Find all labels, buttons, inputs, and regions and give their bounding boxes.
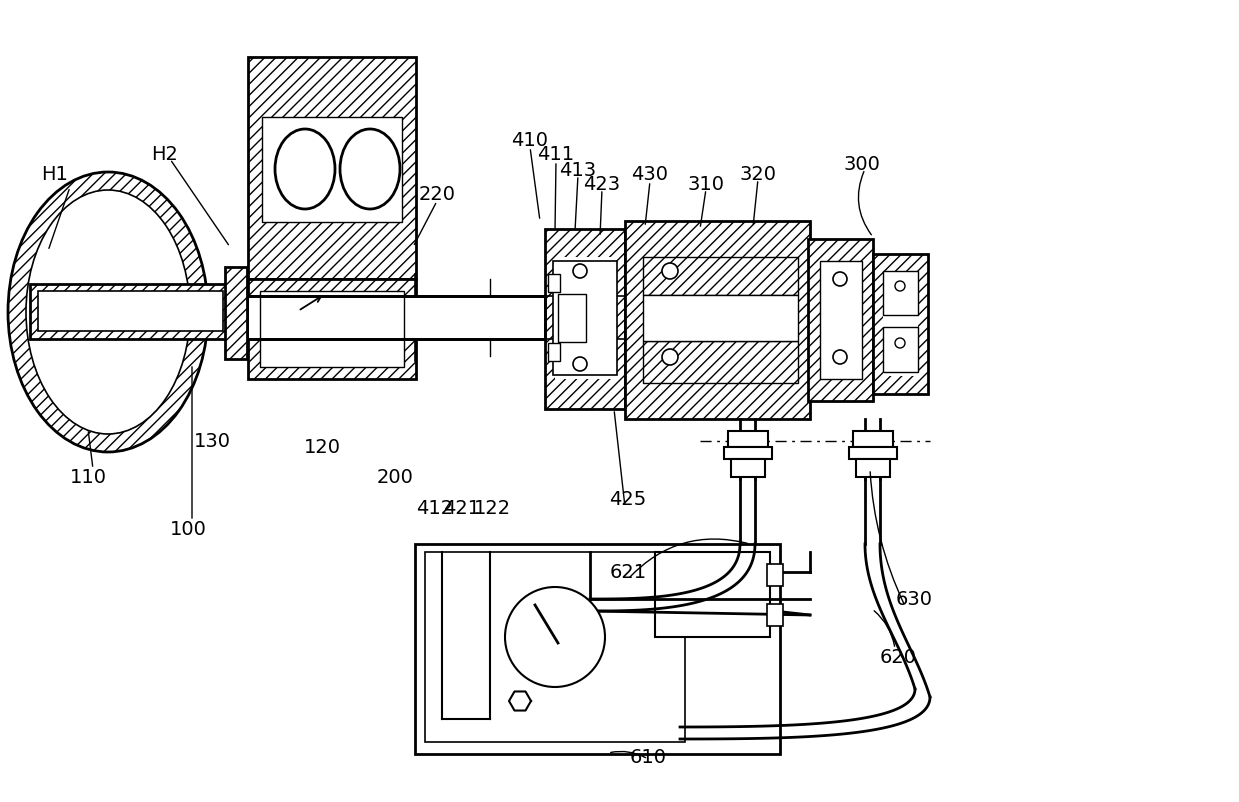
Bar — [820, 261, 862, 379]
Bar — [553, 261, 617, 375]
Ellipse shape — [275, 130, 335, 210]
Bar — [883, 272, 918, 376]
Text: 110: 110 — [69, 468, 107, 487]
Text: 411: 411 — [538, 145, 575, 164]
Bar — [643, 257, 798, 296]
Bar — [548, 274, 560, 293]
Bar — [545, 229, 624, 410]
Bar — [38, 292, 223, 331]
Text: 630: 630 — [896, 589, 933, 609]
Text: 122: 122 — [473, 498, 510, 516]
Bar — [852, 431, 893, 448]
Text: 220: 220 — [419, 185, 456, 205]
Circle shape — [833, 350, 847, 365]
Text: H1: H1 — [42, 165, 68, 184]
Bar — [247, 297, 545, 339]
Bar — [849, 448, 897, 460]
Bar — [724, 448, 772, 460]
Circle shape — [895, 338, 904, 349]
Text: 120: 120 — [304, 438, 341, 457]
Text: 100: 100 — [170, 520, 207, 539]
Circle shape — [662, 264, 678, 280]
Bar — [415, 545, 781, 754]
Bar — [555, 257, 615, 379]
Text: H2: H2 — [151, 145, 178, 164]
Text: 620: 620 — [880, 648, 917, 666]
Circle shape — [572, 358, 587, 371]
Bar — [643, 296, 798, 342]
Circle shape — [833, 273, 847, 286]
Bar — [856, 460, 890, 477]
Bar — [873, 255, 928, 395]
Circle shape — [662, 350, 678, 366]
Text: 423: 423 — [584, 176, 621, 194]
Ellipse shape — [339, 130, 400, 210]
Text: 310: 310 — [688, 176, 725, 194]
Bar — [643, 342, 798, 383]
Bar — [548, 343, 560, 362]
Bar — [655, 553, 769, 638]
Bar — [248, 280, 416, 379]
Bar — [261, 118, 401, 223]
Text: 621: 621 — [610, 563, 647, 581]
Bar — [558, 294, 586, 342]
Text: 300: 300 — [844, 156, 881, 174]
Text: 320: 320 — [740, 165, 777, 184]
Ellipse shape — [26, 191, 190, 435]
Bar — [731, 460, 764, 477]
Text: 610: 610 — [629, 747, 667, 767]
Circle shape — [895, 282, 904, 292]
Text: 425: 425 — [610, 490, 647, 508]
Bar — [261, 118, 401, 223]
Bar — [767, 565, 783, 586]
Bar — [883, 272, 918, 316]
Bar — [260, 292, 404, 367]
Bar — [808, 240, 873, 402]
Bar — [247, 297, 545, 339]
Circle shape — [572, 265, 587, 278]
Text: 412: 412 — [416, 498, 453, 516]
Bar — [767, 604, 783, 626]
Text: 130: 130 — [193, 432, 230, 451]
Bar — [425, 553, 685, 742]
Bar — [38, 292, 223, 331]
Bar — [30, 285, 230, 339]
Bar — [624, 221, 810, 419]
Circle shape — [506, 587, 605, 687]
Ellipse shape — [7, 172, 208, 452]
Bar — [883, 327, 918, 373]
Text: 430: 430 — [632, 165, 669, 184]
Text: 421: 421 — [444, 498, 481, 516]
Bar — [820, 261, 862, 379]
Text: 413: 413 — [560, 160, 596, 180]
Bar — [225, 268, 247, 359]
Text: 410: 410 — [512, 131, 549, 149]
Bar — [729, 431, 768, 448]
Bar — [248, 58, 416, 280]
Text: 200: 200 — [377, 468, 414, 487]
Bar — [260, 292, 404, 367]
Bar — [643, 257, 798, 383]
